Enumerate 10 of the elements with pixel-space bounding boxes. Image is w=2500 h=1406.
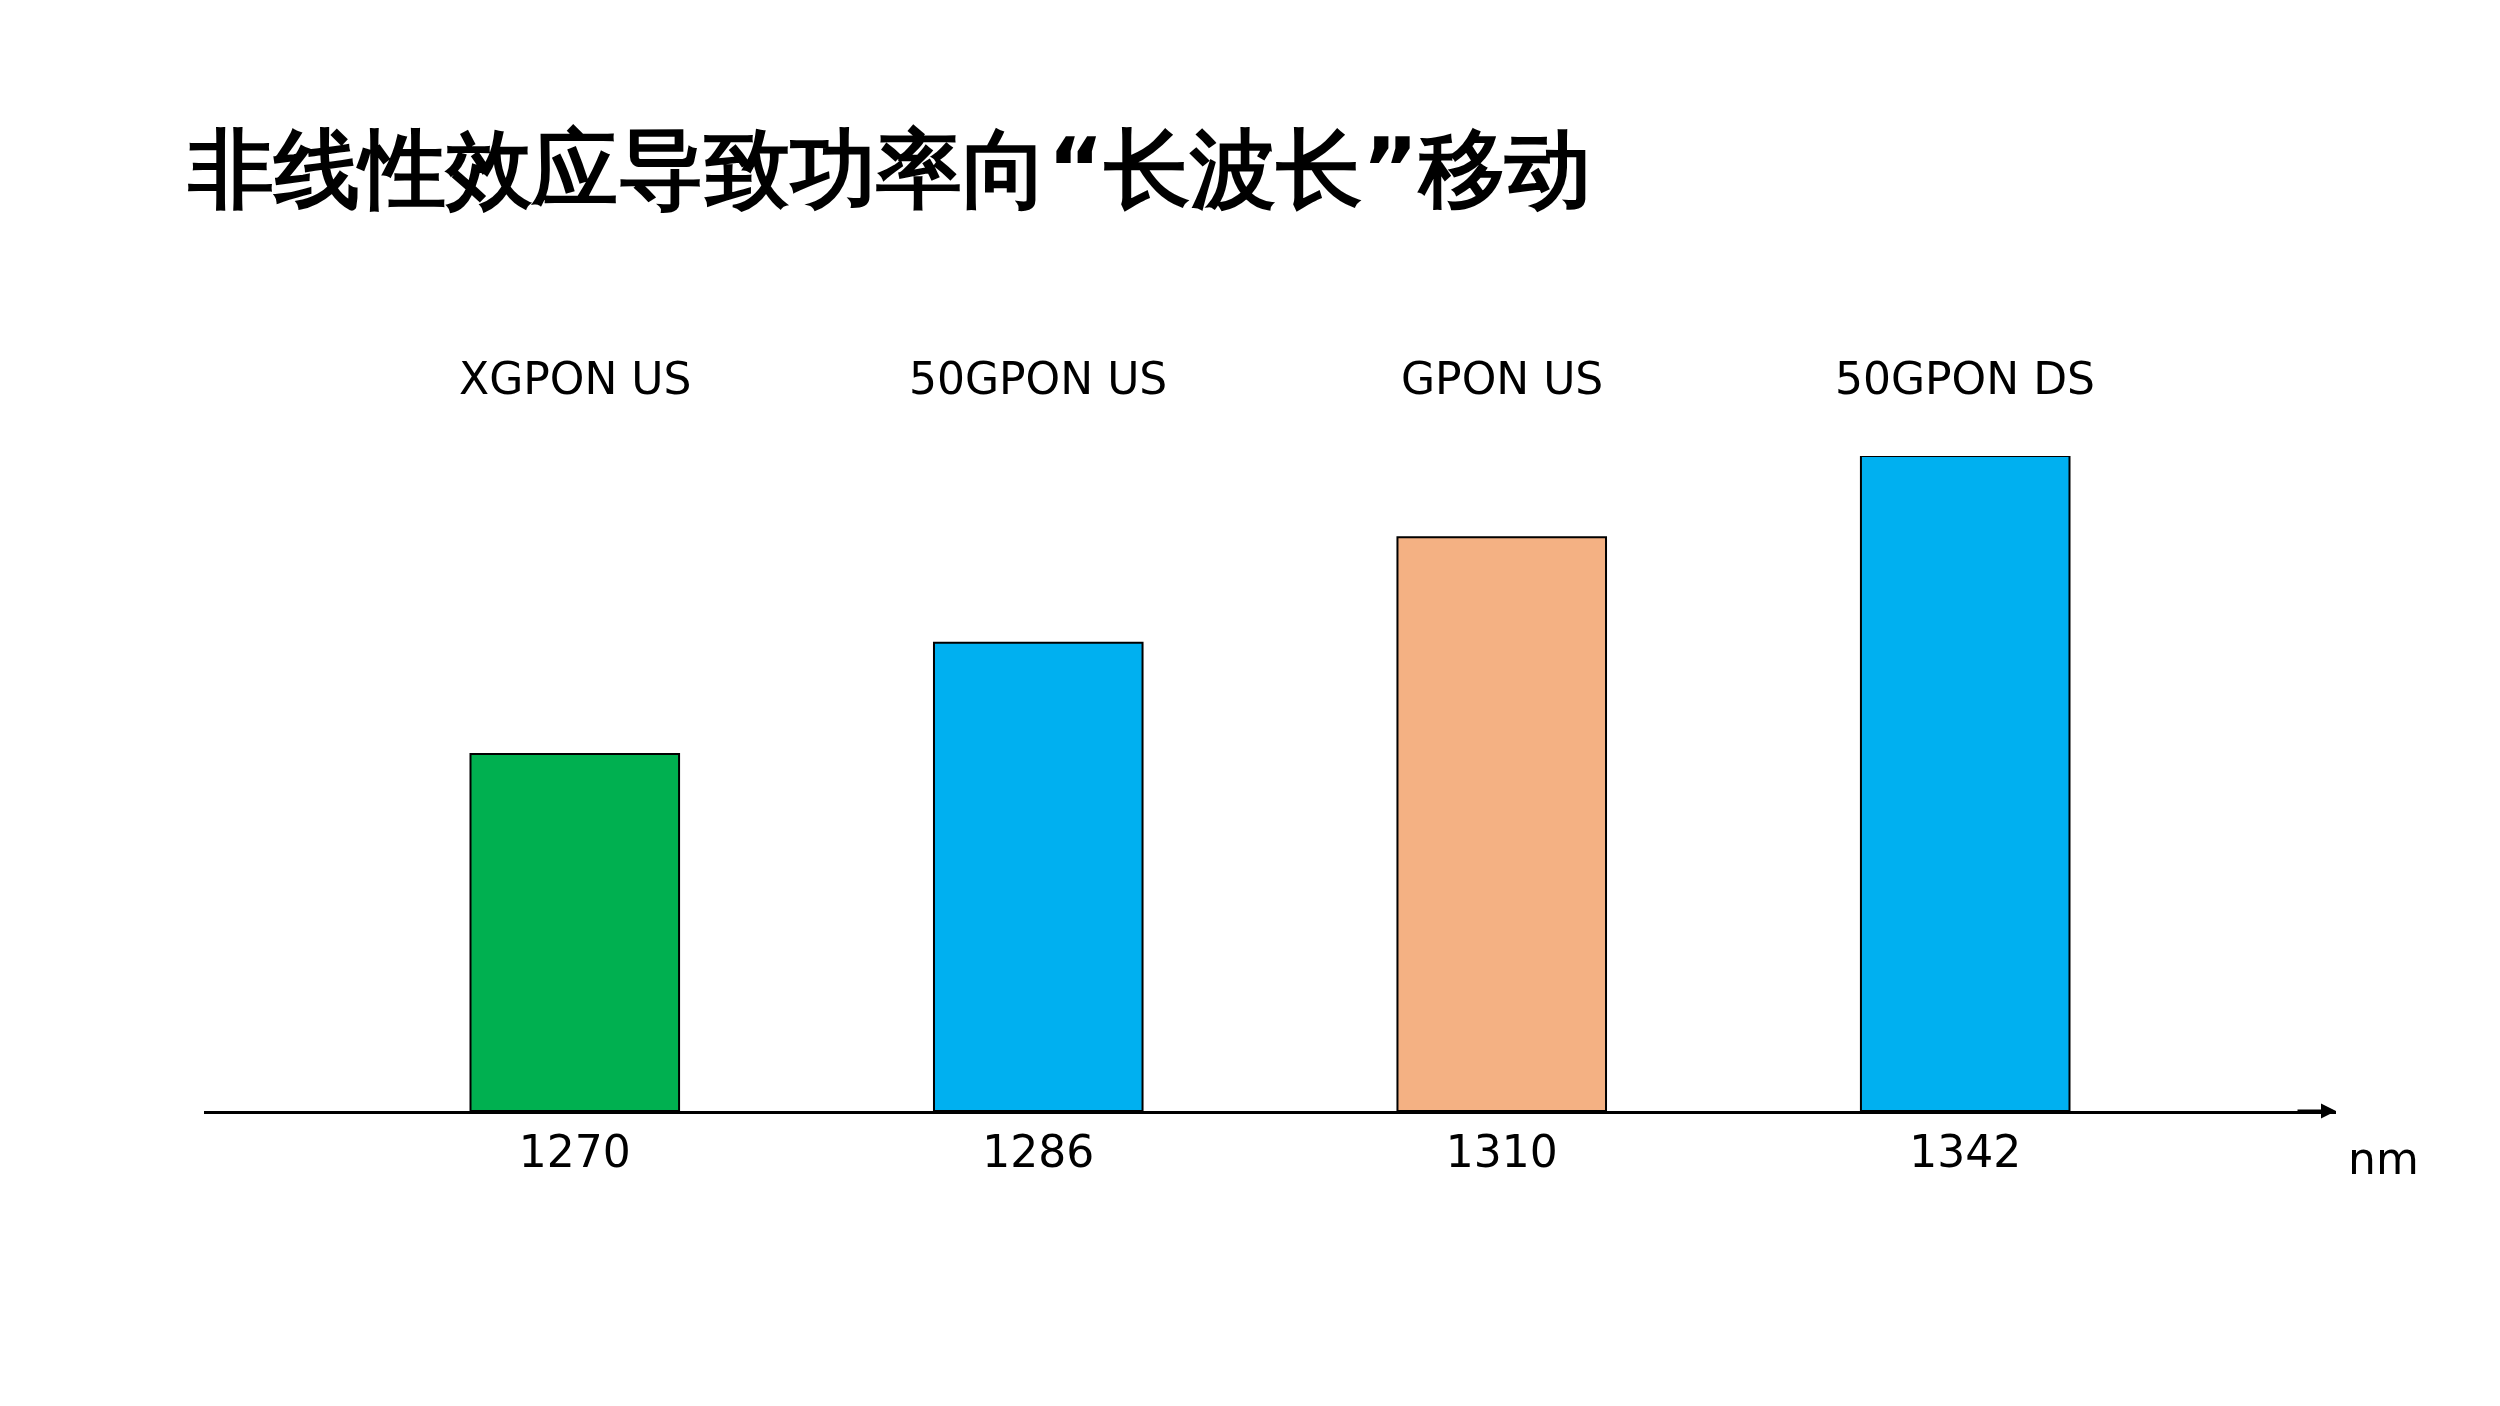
x-tick-label: 1310 xyxy=(1445,1125,1558,1177)
text: 50GPON US xyxy=(909,353,1168,404)
x-axis-title: nm xyxy=(2348,1133,2419,1184)
text: 50GPON DS xyxy=(1835,353,2095,404)
text: GPON US xyxy=(1401,353,1604,404)
x-tick-label: 1270 xyxy=(518,1125,631,1177)
chart-title: 非线性效应导致功率向“长波长”移动 xyxy=(186,118,1591,219)
x-tick-label: 1286 xyxy=(982,1125,1095,1177)
x-tick-label: 1342 xyxy=(1909,1125,2022,1177)
text: XGPON US xyxy=(459,353,692,404)
